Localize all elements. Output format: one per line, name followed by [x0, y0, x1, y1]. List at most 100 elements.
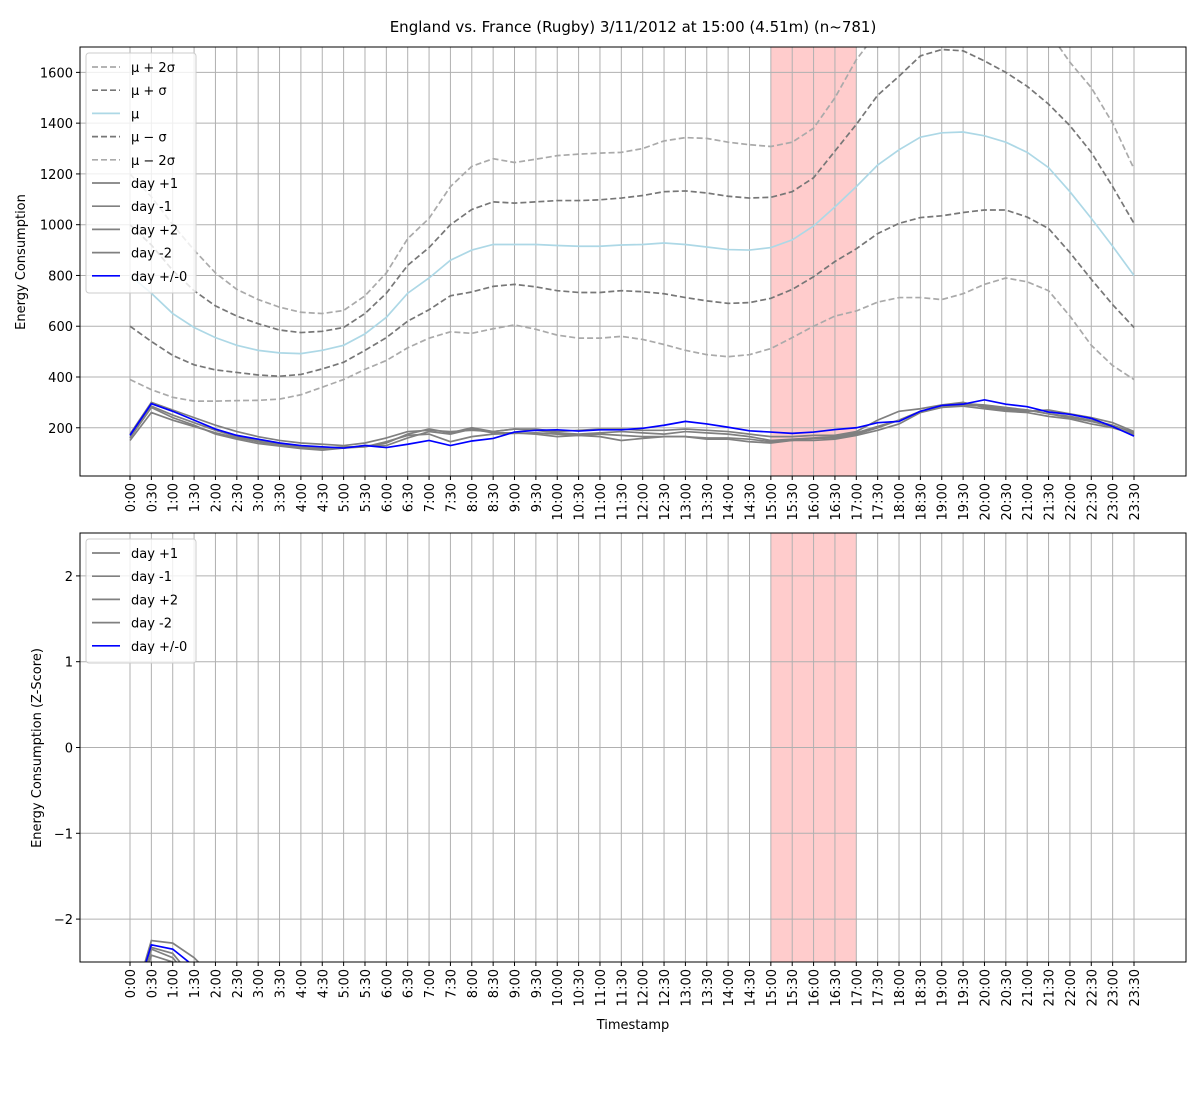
- x-tick-label: 12:00: [637, 483, 652, 520]
- y-tick-label: 1200: [40, 168, 73, 183]
- x-tick-label: 21:00: [1021, 483, 1036, 520]
- x-tick-label: 5:00: [338, 969, 353, 998]
- x-tick-label: 4:30: [316, 969, 331, 998]
- x-tick-label: 12:30: [658, 969, 673, 1006]
- legend-box: [85, 538, 197, 664]
- x-tick-label: 16:30: [829, 483, 844, 520]
- x-tick-label: 2:30: [231, 969, 246, 998]
- x-tick-label: 8:00: [466, 969, 481, 998]
- x-tick-label: 4:00: [295, 483, 310, 512]
- legend-label: day +2: [131, 593, 178, 608]
- x-tick-label: 23:30: [1128, 483, 1143, 520]
- x-tick-label: 8:30: [487, 483, 502, 512]
- x-tick-label: 8:00: [466, 483, 481, 512]
- x-tick-label: 17:30: [872, 483, 887, 520]
- x-tick-label: 1:30: [188, 483, 203, 512]
- x-tick-label: 1:00: [167, 969, 182, 998]
- x-tick-label: 23:00: [1107, 483, 1122, 520]
- x-tick-label: 3:30: [274, 969, 289, 998]
- legend-label: day +2: [131, 223, 178, 238]
- x-tick-label: 5:30: [359, 969, 374, 998]
- x-tick-label: 17:00: [850, 969, 865, 1006]
- x-tick-label: 0:30: [145, 969, 160, 998]
- x-tick-label: 6:00: [380, 969, 395, 998]
- x-tick-label: 1:30: [188, 969, 203, 998]
- chart-title: England vs. France (Rugby) 3/11/2012 at …: [390, 18, 877, 36]
- x-tick-label: 3:00: [252, 483, 267, 512]
- x-tick-label: 6:00: [380, 483, 395, 512]
- x-tick-label: 11:30: [615, 969, 630, 1006]
- x-tick-label: 2:00: [209, 483, 224, 512]
- x-tick-label: 22:30: [1085, 483, 1100, 520]
- y-tick-label: 2: [65, 570, 73, 585]
- legend-label: day +/-0: [131, 640, 187, 655]
- x-tick-label: 13:30: [701, 969, 716, 1006]
- y-axis-label: Energy Consumption (Z-Score): [30, 648, 45, 848]
- legend-label: day -1: [131, 570, 172, 585]
- legend-label: μ: [131, 107, 139, 122]
- x-tick-label: 14:00: [722, 969, 737, 1006]
- x-tick-label: 19:00: [936, 969, 951, 1006]
- x-tick-label: 11:00: [594, 483, 609, 520]
- y-tick-label: −2: [54, 913, 73, 928]
- y-tick-label: 600: [48, 320, 73, 335]
- x-tick-label: 21:30: [1043, 483, 1058, 520]
- x-tick-label: 3:30: [274, 483, 289, 512]
- x-tick-label: 20:00: [978, 969, 993, 1006]
- legend-label: day +1: [131, 177, 178, 192]
- legend-label: day -2: [131, 247, 172, 262]
- x-tick-label: 0:00: [124, 969, 139, 998]
- x-tick-label: 13:30: [701, 483, 716, 520]
- series-line: [129, 398, 1135, 449]
- x-tick-label: 13:00: [679, 483, 694, 520]
- x-tick-label: 0:00: [124, 483, 139, 512]
- x-tick-label: 23:00: [1107, 969, 1122, 1006]
- plot-lines: [129, 47, 1135, 451]
- series-line: [129, 131, 1135, 355]
- legend-label: day +1: [131, 547, 178, 562]
- x-tick-label: 12:00: [637, 969, 652, 1006]
- x-tick-label: 21:30: [1043, 969, 1058, 1006]
- x-tick-label: 13:00: [679, 969, 694, 1006]
- x-tick-label: 6:30: [402, 483, 417, 512]
- x-tick-label: 10:30: [573, 483, 588, 520]
- x-tick-label: 22:00: [1064, 969, 1079, 1006]
- x-tick-label: 4:00: [295, 969, 310, 998]
- x-tick-label: 7:30: [444, 969, 459, 998]
- x-tick-label: 19:30: [957, 483, 972, 520]
- y-tick-label: 400: [48, 371, 73, 386]
- x-tick-label: 19:30: [957, 969, 972, 1006]
- x-tick-label: 17:00: [850, 483, 865, 520]
- legend-label: μ + 2σ: [131, 61, 175, 76]
- x-tick-label: 16:00: [808, 969, 823, 1006]
- y-tick-label: 1400: [40, 117, 73, 132]
- x-tick-label: 16:30: [829, 969, 844, 1006]
- x-tick-label: 8:30: [487, 969, 502, 998]
- x-tick-label: 9:30: [530, 483, 545, 512]
- x-tick-label: 20:30: [1000, 483, 1015, 520]
- x-tick-label: 20:30: [1000, 969, 1015, 1006]
- x-tick-label: 21:00: [1021, 969, 1036, 1006]
- x-tick-label: 10:00: [551, 969, 566, 1006]
- x-tick-label: 3:00: [252, 969, 267, 998]
- legend-label: μ − σ: [131, 131, 167, 146]
- x-tick-label: 12:30: [658, 483, 673, 520]
- series-line: [129, 209, 1135, 378]
- legend-label: day -1: [131, 200, 172, 215]
- x-tick-label: 10:30: [573, 969, 588, 1006]
- x-tick-label: 18:30: [914, 969, 929, 1006]
- x-tick-label: 7:00: [423, 969, 438, 998]
- series-line: [129, 404, 1135, 451]
- axes-frame: [79, 46, 1187, 477]
- x-tick-label: 18:30: [914, 483, 929, 520]
- x-tick-label: 18:00: [893, 969, 908, 1006]
- x-tick-label: 15:00: [765, 969, 780, 1006]
- x-tick-label: 9:00: [509, 483, 524, 512]
- x-tick-label: 9:00: [509, 969, 524, 998]
- x-tick-label: 23:30: [1128, 969, 1143, 1006]
- x-tick-label: 15:30: [786, 483, 801, 520]
- x-tick-label: 22:30: [1085, 969, 1100, 1006]
- y-axis-label: Energy Consumption: [14, 194, 29, 330]
